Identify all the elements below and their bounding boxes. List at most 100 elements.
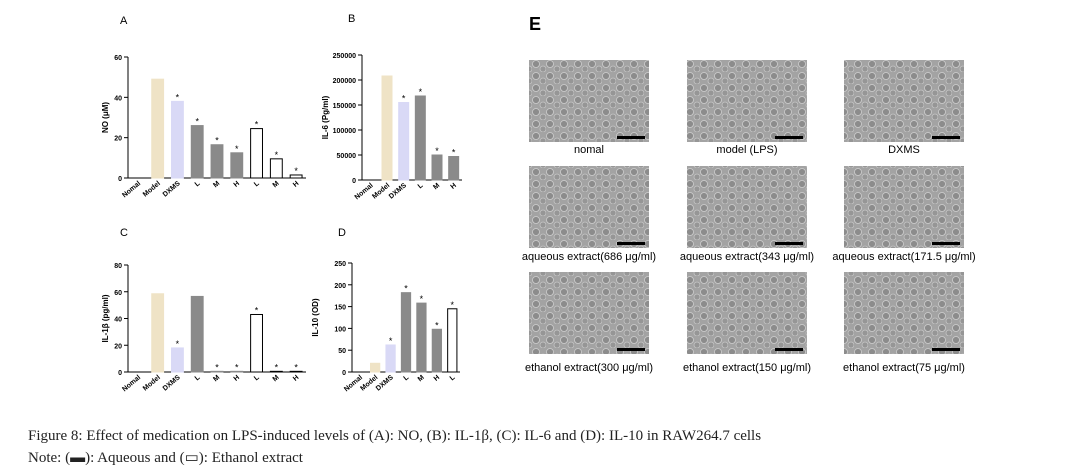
micrograph <box>529 272 649 354</box>
scale-bar <box>617 242 645 245</box>
bar <box>400 292 412 373</box>
y-tick-label: 0 <box>118 370 122 377</box>
bar <box>269 158 283 179</box>
bar <box>151 78 165 179</box>
y-tick-label: 150 <box>334 305 346 312</box>
x-tick-label: H <box>450 182 458 191</box>
y-tick-label: 60 <box>114 55 122 62</box>
x-tick-label: Model <box>142 180 162 198</box>
micrograph <box>844 60 964 142</box>
bar <box>289 174 303 179</box>
scale-bar <box>775 136 803 139</box>
x-tick-label: L <box>449 374 457 383</box>
y-tick-label: 250 <box>334 261 346 268</box>
x-tick-label: H <box>292 180 300 189</box>
significance-mark: * <box>294 362 298 372</box>
bar <box>370 362 381 373</box>
y-tick-label: 80 <box>114 263 122 270</box>
y-tick-label: 60 <box>114 290 122 297</box>
significance-mark: * <box>452 148 456 158</box>
significance-mark: * <box>235 362 239 372</box>
x-tick-label: M <box>272 180 281 189</box>
scale-bar <box>932 348 960 351</box>
scale-bar <box>775 242 803 245</box>
bar <box>151 293 165 373</box>
micrograph <box>529 166 649 248</box>
x-tick-label: L <box>253 374 261 383</box>
x-tick-label: Model <box>371 182 391 200</box>
scale-bar <box>775 348 803 351</box>
significance-mark: * <box>420 294 424 304</box>
micrograph <box>844 272 964 354</box>
significance-mark: * <box>235 144 239 154</box>
y-tick-label: 50000 <box>337 153 357 160</box>
bar <box>381 75 393 181</box>
x-tick-label: Nomal <box>354 182 375 201</box>
x-tick-label: Nomal <box>121 374 142 393</box>
significance-mark: * <box>255 305 259 315</box>
bar <box>398 102 410 181</box>
y-tick-label: 0 <box>118 176 122 183</box>
x-tick-label: L <box>417 182 425 191</box>
significance-mark: * <box>435 320 439 330</box>
significance-mark: * <box>404 284 408 294</box>
significance-mark: * <box>419 87 423 97</box>
bar <box>250 128 263 179</box>
bar <box>448 156 460 181</box>
y-tick-label: 20 <box>114 343 122 350</box>
y-tick-label: 150000 <box>333 103 356 110</box>
y-tick-label: 20 <box>114 136 122 143</box>
x-tick-label: DXMS <box>388 182 408 201</box>
panel-title: E <box>529 14 541 34</box>
x-tick-label: DXMS <box>162 180 182 199</box>
caption-title: Figure 8: Effect of medication on LPS-in… <box>28 428 761 444</box>
significance-mark: * <box>176 92 180 102</box>
bar <box>269 370 283 373</box>
bar <box>385 344 396 373</box>
significance-mark: * <box>255 120 259 130</box>
image-label: ethanol extract(75 μg/ml) <box>843 362 965 374</box>
bar <box>431 154 443 181</box>
micrograph <box>687 60 807 142</box>
x-tick-label: M <box>212 180 221 189</box>
significance-mark: * <box>195 117 199 127</box>
micrograph <box>529 60 649 142</box>
image-label: nomal <box>574 144 604 156</box>
micrograph <box>844 166 964 248</box>
caption-note: Note: (▬): Aqueous and (▭): Ethanol extr… <box>28 450 304 466</box>
scale-bar <box>932 242 960 245</box>
significance-mark: * <box>176 339 180 349</box>
chart-title: D <box>338 227 346 239</box>
x-tick-label: M <box>212 374 221 383</box>
x-tick-label: M <box>272 374 281 383</box>
y-tick-label: 250000 <box>333 53 356 60</box>
y-tick-label: 200000 <box>333 78 356 85</box>
significance-mark: * <box>275 150 279 160</box>
chart-title: B <box>348 13 355 25</box>
bar <box>210 370 224 373</box>
significance-mark: * <box>215 136 219 146</box>
bar <box>171 347 184 373</box>
y-axis-label: IL-10 (OD) <box>311 298 320 337</box>
y-axis-label: NO (μM) <box>101 102 110 133</box>
x-tick-label: H <box>233 374 241 383</box>
x-tick-label: DXMS <box>375 374 395 393</box>
micrograph <box>687 272 807 354</box>
x-tick-label: M <box>432 182 441 191</box>
bar <box>210 144 224 179</box>
y-tick-label: 40 <box>114 317 122 324</box>
bar <box>190 295 204 373</box>
scale-bar <box>617 136 645 139</box>
x-tick-label: H <box>292 374 300 383</box>
chart-title: A <box>120 15 128 27</box>
bar <box>414 95 426 181</box>
y-tick-label: 0 <box>352 178 356 185</box>
image-label: aqueous extract(343 μg/ml) <box>680 251 814 263</box>
significance-mark: * <box>215 362 219 372</box>
image-label: ethanol extract(150 μg/ml) <box>683 362 811 374</box>
x-tick-label: L <box>194 180 202 189</box>
image-label: DXMS <box>888 144 920 156</box>
x-tick-label: M <box>417 374 426 383</box>
y-tick-label: 100 <box>334 326 346 333</box>
